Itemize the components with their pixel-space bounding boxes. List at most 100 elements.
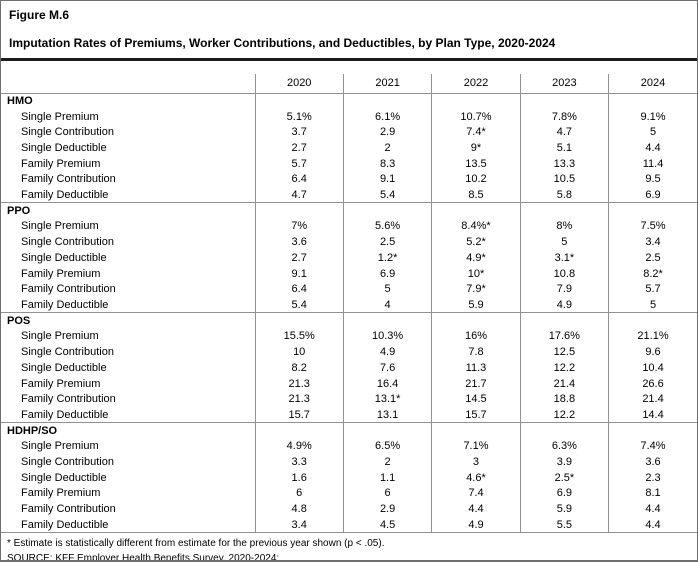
- row-label: Family Contribution: [21, 173, 116, 186]
- cell-value: 21.4: [519, 375, 609, 392]
- cell-value: 4.4: [608, 501, 697, 517]
- cell-value: 12.2: [519, 407, 609, 423]
- table-row: Single Contribution 3.6 2.5 5.2* 5 3.4: [1, 234, 697, 251]
- section-empty-cell: [519, 93, 609, 109]
- cell-value: 7.8: [431, 344, 521, 360]
- cell-value: 17.6%: [519, 328, 609, 345]
- cell-value: 5: [519, 234, 609, 251]
- cell-value: 4.9%: [254, 438, 344, 455]
- cell-value: 11.3: [431, 359, 521, 376]
- cell-value: 9.5: [608, 171, 697, 188]
- section-empty-cell: [431, 93, 521, 109]
- cell-value: 1.1: [342, 469, 432, 486]
- cell-value: 8.5: [431, 187, 521, 203]
- table-row: Single Contribution 3.3 2 3 3.9 3.6: [1, 454, 697, 470]
- cell-value: 4.9: [342, 344, 432, 360]
- cell-value: 13.1*: [342, 391, 432, 408]
- cell-value: 5.7: [608, 281, 697, 298]
- section-row-hmo: HMO: [1, 93, 697, 109]
- row-label: Family Contribution: [21, 283, 116, 296]
- cell-value: 3.6: [608, 454, 697, 470]
- table-row: Single Contribution 10 4.9 7.8 12.5 9.6: [1, 344, 697, 360]
- row-label: Single Contribution: [21, 236, 114, 249]
- section-label: PPO: [1, 202, 255, 219]
- row-label: Single Premium: [21, 110, 99, 123]
- cell-value: 4.9*: [431, 250, 521, 266]
- cell-value: 5.9: [519, 501, 609, 517]
- cell-value: 14.5: [431, 391, 521, 408]
- table-row: Family Deductible 4.7 5.4 8.5 5.8 6.9: [1, 187, 697, 203]
- cell-value: 6.4: [254, 281, 344, 298]
- cell-value: 15.5%: [254, 328, 344, 345]
- cell-value: 4.8: [254, 501, 344, 517]
- table-row: Family Premium 21.3 16.4 21.7 21.4 26.6: [1, 375, 697, 392]
- cell-value: 13.1: [342, 407, 432, 423]
- row-label: Single Premium: [21, 440, 99, 453]
- section-empty-cell: [254, 202, 344, 219]
- cell-value: 10*: [431, 265, 521, 282]
- cell-value: 5.7: [254, 155, 344, 172]
- cell-value: 2: [342, 140, 432, 156]
- table-row: Family Contribution 6.4 5 7.9* 7.9 5.7: [1, 281, 697, 298]
- section-empty-cell: [608, 312, 697, 329]
- section-empty-cell: [608, 93, 697, 109]
- section-empty-cell: [431, 202, 521, 219]
- cell-value: 7.5%: [608, 218, 697, 235]
- cell-value: 4.9: [431, 516, 521, 534]
- cell-value: 5.8: [519, 187, 609, 203]
- cell-value: 5: [608, 124, 697, 141]
- row-label: Family Contribution: [21, 393, 116, 406]
- cell-value: 21.3: [254, 391, 344, 408]
- cell-value: 3.4: [608, 234, 697, 251]
- row-label: Family Premium: [21, 487, 101, 500]
- row-label: Family Premium: [21, 157, 101, 170]
- year-header-2022: 2022: [431, 74, 521, 94]
- table-row: Single Deductible 2.7 1.2* 4.9* 3.1* 2.5: [1, 250, 697, 266]
- cell-value: 6: [254, 485, 344, 502]
- cell-value: 4.4: [431, 501, 521, 517]
- section-empty-cell: [254, 93, 344, 109]
- cell-value: 7%: [254, 218, 344, 235]
- cell-value: 10.8: [519, 265, 609, 282]
- table-body: HMO Single Premium 5.1% 6.1% 10.7% 7.8% 9.1% Si…: [1, 93, 697, 534]
- cell-value: 5.4: [254, 297, 344, 313]
- cell-value: 9.1%: [608, 108, 697, 125]
- cell-value: 1.2*: [342, 250, 432, 266]
- section-empty-cell: [519, 202, 609, 219]
- table-row: Single Premium 4.9% 6.5% 7.1% 6.3% 7.4%: [1, 438, 697, 455]
- section-label: HDHP/SO: [1, 422, 255, 439]
- table-header: 2020 2021 2022 2023 2024: [1, 74, 697, 94]
- cell-value: 10.4: [608, 359, 697, 376]
- section-empty-cell: [519, 422, 609, 439]
- cell-value: 10.7%: [431, 108, 521, 125]
- cell-value: 21.7: [431, 375, 521, 392]
- cell-value: 9*: [431, 140, 521, 156]
- cell-value: 6.3%: [519, 438, 609, 455]
- row-label: Single Contribution: [21, 456, 114, 469]
- cell-value: 5: [608, 297, 697, 313]
- cell-value: 3.9: [519, 454, 609, 470]
- cell-value: 10.2: [431, 171, 521, 188]
- figure-title: Imputation Rates of Premiums, Worker Con…: [9, 36, 556, 50]
- cell-value: 9.1: [254, 265, 344, 282]
- section-label: HMO: [7, 95, 33, 108]
- cell-value: 7.9: [519, 281, 609, 298]
- cell-value: 2.5*: [519, 469, 609, 486]
- row-label: Single Premium: [21, 220, 99, 233]
- row-label: Family Deductible: [21, 188, 109, 201]
- footnote-significance: * Estimate is statistically different fr…: [7, 538, 385, 550]
- year-header-2023: 2023: [519, 74, 609, 94]
- row-label: Single Contribution: [21, 346, 114, 359]
- row-label: Family Deductible: [1, 516, 255, 534]
- cell-value: 5: [342, 281, 432, 298]
- cell-value: 14.4: [608, 407, 697, 423]
- cell-value: 11.4: [608, 155, 697, 172]
- section-empty-cell: [608, 202, 697, 219]
- cell-value: 13.5: [431, 155, 521, 172]
- cell-value: 5.2*: [431, 234, 521, 251]
- cell-value: 10.3%: [342, 328, 432, 345]
- table-row: Family Premium 5.7 8.3 13.5 13.3 11.4: [1, 155, 697, 172]
- section-empty-cell: [342, 93, 432, 109]
- cell-value: 2.7: [254, 140, 344, 156]
- row-label: Family Premium: [21, 377, 101, 390]
